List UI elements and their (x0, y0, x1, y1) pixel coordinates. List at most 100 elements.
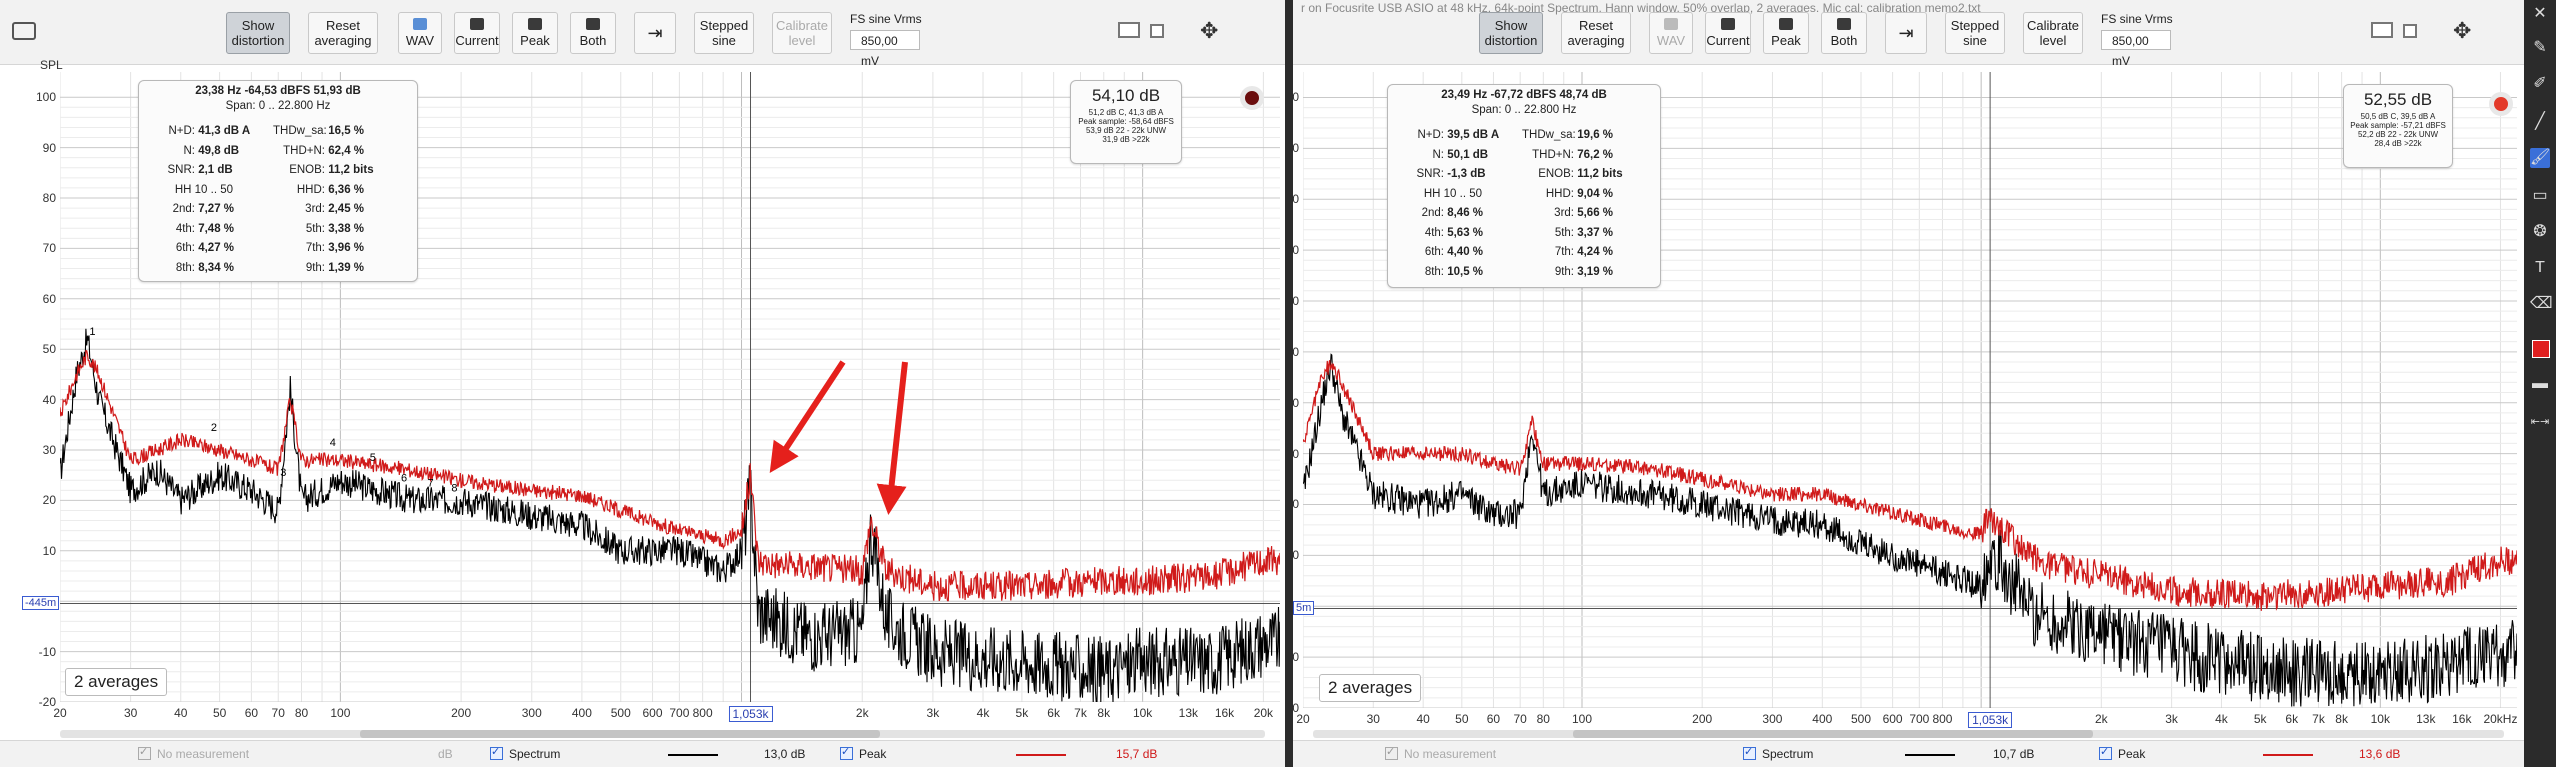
move-icon[interactable]: ✥ (2453, 18, 2472, 43)
both-label: Both (579, 33, 607, 48)
save-icon (528, 18, 542, 30)
x-tick-label: 300 (521, 706, 542, 720)
no-measurement-toggle[interactable]: No measurement (1385, 745, 1496, 761)
info-row-right: 7th: 4,24 % (1554, 246, 1614, 258)
horizontal-scrollbar[interactable] (60, 730, 1265, 738)
horizontal-scrollbar[interactable] (1313, 730, 2504, 738)
show-distortion-button[interactable]: Show distortion (1479, 12, 1543, 54)
checkbox[interactable] (490, 745, 503, 760)
info-row-right: HHD: 9,04 % (1545, 187, 1614, 200)
rectangle-icon[interactable]: ▭ (2532, 187, 2548, 204)
calibrate-level-button[interactable]: Calibrate level (2023, 12, 2083, 54)
info-row-left: 6th: 4,40 % (1424, 246, 1484, 258)
fs-sine-input[interactable]: 850,00 mV (850, 30, 920, 68)
checkbox[interactable] (2099, 745, 2112, 760)
x-tick-label: 4k (976, 706, 990, 720)
spectrum-toggle[interactable]: Spectrum (490, 745, 560, 761)
camera-icon[interactable] (12, 22, 36, 40)
harmonic-marker-7: 7 (427, 477, 433, 489)
x-tick-label: 600 (1882, 712, 1903, 726)
info-row-right: ENOB: 11,2 bits (289, 164, 374, 176)
info-row-right: 5th: 3,37 % (1554, 226, 1614, 239)
stepped-sine-button[interactable]: Stepped sine (1945, 12, 2005, 54)
info-row-left: SNR: 2,1 dB (167, 164, 233, 176)
harmonic-marker-2: 2 (211, 422, 217, 434)
level-line-3: 53,9 dB 22 - 22k UNW (1085, 126, 1167, 135)
brush-icon[interactable]: 🖌 (2530, 148, 2551, 168)
spectrum-level: 10,7 dB (1993, 747, 2035, 761)
current-label: Current (455, 33, 499, 48)
line-icon[interactable]: ╱ (2535, 113, 2545, 130)
info-header: 23,38 Hz -64,53 dBFS 51,93 dB (195, 85, 361, 97)
x-tick-label: 500 (1850, 712, 1872, 726)
color-swatch[interactable] (2532, 340, 2550, 358)
record-icon[interactable] (2489, 92, 2513, 116)
both-button[interactable]: Both (1821, 12, 1867, 54)
calibrate-level-button[interactable]: Calibrate level (772, 12, 832, 54)
move-icon[interactable]: ✥ (1200, 18, 1219, 43)
stamp-icon[interactable]: ❂ (2533, 223, 2547, 240)
reset-averaging-button[interactable]: Reset averaging (308, 12, 378, 54)
no-measurement-toggle[interactable]: No measurement (138, 745, 249, 761)
distortion-info-panel: 23,38 Hz -64,53 dBFS 51,93 dB Span: 0 ..… (138, 80, 418, 282)
x-tick-label: 60 (244, 706, 259, 720)
scrollbar-thumb[interactable] (360, 730, 880, 738)
reset-averaging-button[interactable]: Reset averaging (1561, 12, 1631, 54)
collapse-icon[interactable]: ⇤⇥ (2530, 416, 2550, 428)
x-tick-label: 70 (271, 706, 285, 720)
x-tick-label: 5k (1015, 706, 1029, 720)
peak-line-swatch (2263, 747, 2313, 761)
y-tick-label: -10 (1293, 650, 1299, 665)
checkbox[interactable] (138, 745, 151, 760)
checkbox[interactable] (1385, 745, 1398, 760)
y-tick-label: 90 (1293, 141, 1299, 156)
right-legend: No measurement Spectrum 10,7 dB Peak 13,… (1293, 740, 2524, 767)
info-row-right: ENOB: 11,2 bits (1538, 168, 1623, 180)
current-label: Current (1706, 33, 1750, 48)
current-button[interactable]: Current (1705, 12, 1751, 54)
y-tick-label: 40 (1293, 395, 1299, 410)
distortion-info-panel: 23,49 Hz -67,72 dBFS 48,74 dB Span: 0 ..… (1387, 84, 1661, 288)
right-toolbar: r on Focusrite USB ASIO at 48 kHz, 64k-p… (1293, 0, 2524, 68)
x-tick-label: 300 (1762, 712, 1783, 726)
close-icon[interactable]: ✕ (2533, 5, 2547, 22)
y-tick-label: 20 (1293, 497, 1299, 512)
both-button[interactable]: Both (570, 12, 616, 54)
spectrum-toggle[interactable]: Spectrum (1743, 745, 1813, 761)
peak-button[interactable]: Peak (1763, 12, 1809, 54)
record-icon[interactable] (1240, 86, 1264, 110)
small-window-icon[interactable] (2403, 24, 2417, 38)
peak-button[interactable]: Peak (512, 12, 558, 54)
scrollbar-thumb[interactable] (1573, 730, 2093, 738)
export-button[interactable]: ⇥ (1885, 12, 1927, 54)
checkbox[interactable] (840, 745, 853, 760)
peak-toggle[interactable]: Peak (2099, 745, 2146, 761)
fs-sine-input[interactable]: 850,00 mV (2101, 30, 2171, 68)
y-tick-label: 50 (42, 342, 56, 357)
window-icon[interactable] (1118, 22, 1140, 38)
current-button[interactable]: Current (454, 12, 500, 54)
spectrum-series-line (60, 328, 1280, 702)
checkbox[interactable] (1743, 745, 1756, 760)
info-span: Span: 0 .. 22.800 Hz (225, 100, 331, 112)
small-window-icon[interactable] (1150, 24, 1164, 38)
wav-button[interactable]: WAV (1649, 12, 1693, 54)
pencil-icon[interactable]: ✎ (2533, 39, 2547, 56)
stroke-width-icon[interactable]: ▬ (2532, 375, 2548, 392)
peak-label: Peak (520, 33, 550, 48)
peak-toggle[interactable]: Peak (840, 745, 886, 761)
averages-badge: 2 averages (65, 668, 168, 696)
text-icon[interactable]: T (2535, 259, 2545, 276)
peak-label: Peak (2118, 747, 2146, 761)
stepped-sine-button[interactable]: Stepped sine (694, 12, 754, 54)
wav-button[interactable]: WAV (398, 12, 442, 54)
show-distortion-button[interactable]: Show distortion (226, 12, 290, 54)
x-tick-label: 5k (2253, 712, 2267, 726)
window-icon[interactable] (2371, 22, 2393, 38)
x-tick-label: 30 (1366, 712, 1380, 726)
eraser-icon[interactable]: ⌫ (2530, 295, 2553, 312)
show-distortion-label: Show distortion (1484, 18, 1538, 48)
x-tick-label: 400 (571, 706, 592, 720)
export-button[interactable]: ⇥ (634, 12, 676, 54)
marker-icon[interactable]: ✐ (2533, 75, 2547, 92)
